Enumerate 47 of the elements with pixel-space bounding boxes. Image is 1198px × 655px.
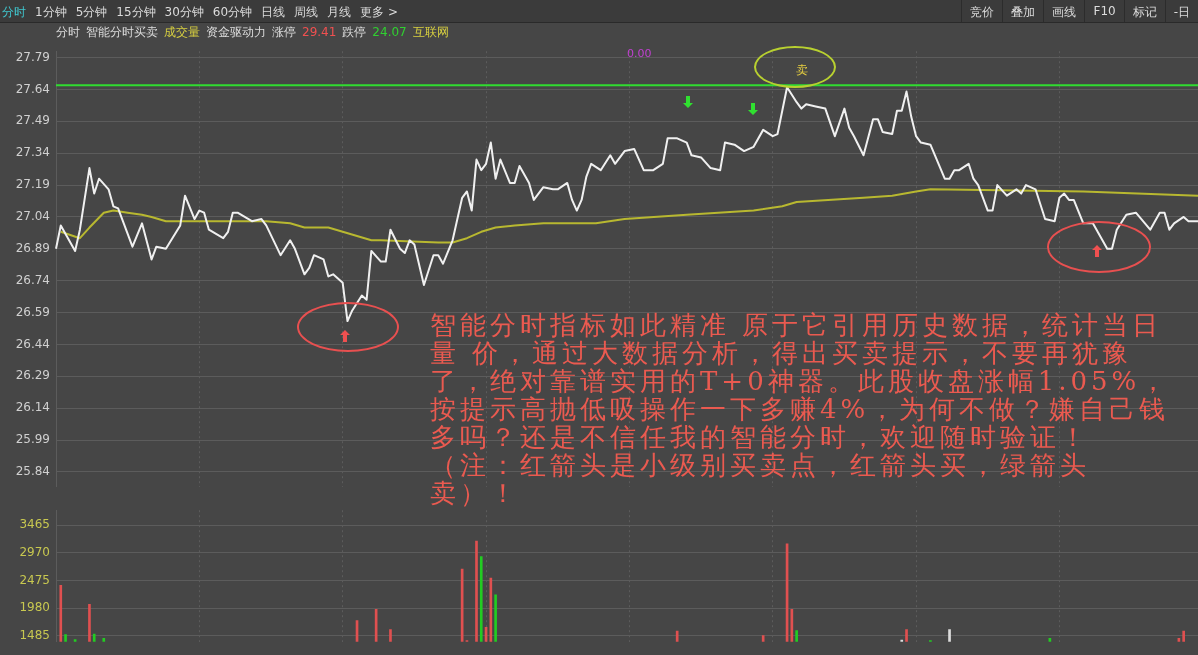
text: 跌停 [342,25,367,39]
text: 资金驱动力 [206,25,266,39]
text: 更多 > [360,5,398,19]
y-tick-label: 25.84 [15,464,50,479]
y-tick-label: 27.04 [15,209,50,224]
text: 60分钟 [212,5,253,19]
y-tick-label: 26.89 [15,240,50,255]
y-tick-label: 2475 [19,572,50,587]
text: 互联网 [412,25,449,39]
annotation: 智能分时指标如此精准 原于它引用历史数据，统计当日量 价，通过大数据分析，得出买卖提示，不要再犹豫了，绝对靠谱实用的T+0神器。此股收盘涨幅1.05%，按提示高抛低吸操作一下多赚4%，为何不做？嫌自己钱多吗？还是不信任我的智能分时，欢迎随时验证！（注：红箭头是小级别买卖点，红箭头买，绿箭头卖）！ [430,310,1172,508]
y-tick-label: 26.74 [15,272,50,287]
y-tick-label: 26.29 [15,368,50,383]
y-tick-label: 26.14 [15,400,50,415]
text: 叠加 [1002,0,1044,22]
text: -日 [1164,0,1198,22]
y-tick-label: 25.99 [15,432,50,447]
y-tick-label: 3465 [19,517,50,532]
text: F10 [1084,0,1124,22]
y-tick-label: 27.64 [15,81,50,96]
text: 24.07 [372,25,407,39]
text: 月线 [327,5,352,19]
text: 周线 [294,5,319,19]
text: 智能分时买卖 [86,25,158,39]
text: 涨停 [272,25,296,39]
text: 1分钟 [35,5,67,19]
text: 成交量 [164,25,200,39]
y-tick-label: 1485 [19,628,50,643]
y-tick-label: 27.79 [15,49,50,64]
y-tick-label: 26.44 [15,336,50,351]
text: 分时 [2,5,26,19]
y-tick-label: 2970 [19,544,50,559]
y-tick-label: 27.34 [15,145,50,160]
text: 5分钟 [75,5,108,19]
text: 分时 [56,25,80,39]
text: 日线 [261,5,286,19]
text: 标记 [1123,0,1165,22]
annotation: 卖 [796,62,808,79]
y-tick-label: 1980 [19,600,50,615]
text: 画线 [1043,0,1085,22]
text: 30分钟 [164,5,204,19]
y-tick-label: 27.49 [15,113,50,128]
y-tick-label: 26.59 [15,304,50,319]
text: 15分钟 [116,5,156,19]
text: 竞价 [961,0,1003,22]
annotation: 0.00 [627,47,652,60]
y-tick-label: 27.19 [15,177,50,192]
text: 29.41 [302,25,337,39]
